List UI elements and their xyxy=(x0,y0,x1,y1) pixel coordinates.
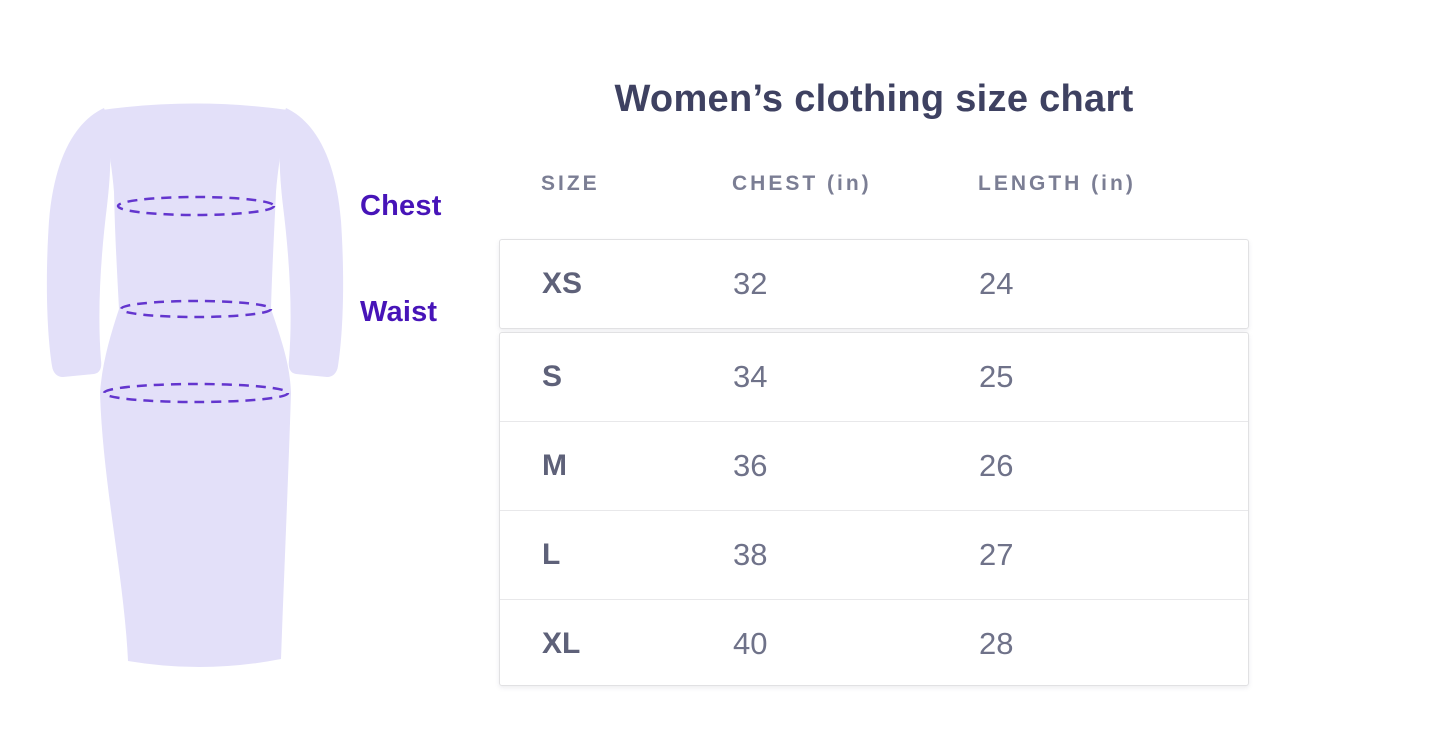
chest-measure-line xyxy=(116,195,276,217)
chest-cell: 38 xyxy=(733,537,768,572)
measure-lines xyxy=(102,195,290,404)
dress-illustration xyxy=(40,96,350,676)
size-cell: XL xyxy=(542,627,581,660)
table-row: XS 32 24 xyxy=(499,239,1249,329)
table-body: S 34 25 M 36 26 L 38 27 XL 40 28 xyxy=(499,332,1249,686)
length-cell: 27 xyxy=(979,537,1014,572)
size-chart: Women’s clothing size chart SIZE CHEST (… xyxy=(499,78,1249,698)
column-header-chest: CHEST (in) xyxy=(732,172,872,195)
chest-cell: 34 xyxy=(733,359,768,394)
waist-measure-line xyxy=(119,299,273,319)
page-title: Women’s clothing size chart xyxy=(614,78,1134,120)
chest-cell: 36 xyxy=(733,448,768,483)
table-row: S 34 25 xyxy=(500,333,1248,421)
table-header: SIZE CHEST (in) LENGTH (in) xyxy=(499,172,1249,202)
dress-body xyxy=(100,103,291,668)
waist-label: Waist xyxy=(360,296,438,328)
dress-left-sleeve xyxy=(46,108,111,377)
table-row: L 38 27 xyxy=(500,510,1248,599)
column-header-length: LENGTH (in) xyxy=(978,172,1136,195)
length-cell: 26 xyxy=(979,448,1014,483)
size-cell: M xyxy=(542,449,567,482)
size-cell: XS xyxy=(542,267,583,300)
size-cell: L xyxy=(542,538,561,571)
chest-cell: 40 xyxy=(733,626,768,661)
chest-label: Chest xyxy=(360,190,442,222)
size-cell: S xyxy=(542,360,563,393)
dress-svg xyxy=(46,103,344,668)
table-row: XL 40 28 xyxy=(500,599,1248,688)
dress-right-sleeve xyxy=(279,108,344,377)
length-cell: 25 xyxy=(979,359,1014,394)
column-header-size: SIZE xyxy=(541,172,600,195)
table-row: M 36 26 xyxy=(500,421,1248,510)
dress-silhouette xyxy=(46,103,344,668)
length-cell: 28 xyxy=(979,626,1014,661)
chest-cell: 32 xyxy=(733,266,768,301)
length-cell: 24 xyxy=(979,266,1014,301)
hip-measure-line xyxy=(102,382,290,404)
